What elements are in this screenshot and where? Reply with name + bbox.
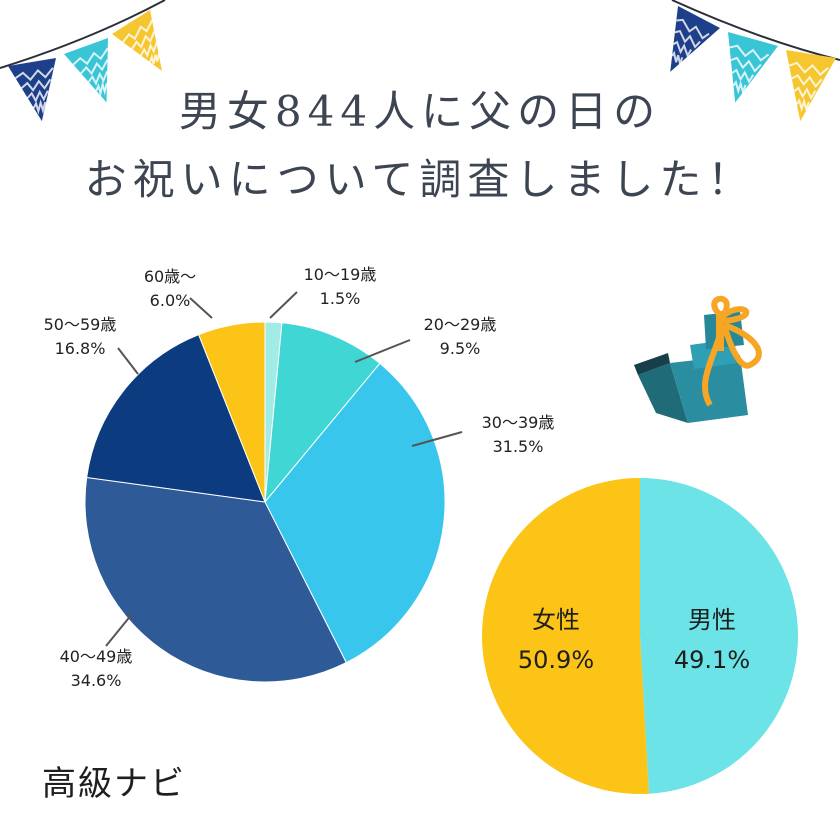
page-title-line-1: 男女844人に父の日の [178,87,662,136]
pie-slice-age-1 [264,322,381,504]
bunting-flag-icon [112,10,162,72]
slice-category-label: 30〜39歳 [482,413,555,432]
pie-slice-gender-1 [481,477,649,794]
slice-percent-label: 50.9% [518,646,594,674]
leader-line [354,339,411,363]
bunting-flag-icon [786,50,836,122]
leader-line [117,347,139,375]
pie-slice-gender-0 [640,478,798,794]
pie-slice-age-5 [198,321,266,503]
slice-category-label: 60歳〜 [144,267,196,286]
leader-line [189,297,213,319]
slice-percent-label: 6.0% [150,291,191,310]
bunting-flag-icon [670,6,720,72]
page-title-line-2: お祝いについて調査しました！ [84,155,756,204]
brand-logo-text: 高級ナビ [42,764,186,804]
bunting-flag-icon [64,38,109,103]
slice-category-label: 女性 [532,606,580,634]
slice-percent-label: 9.5% [440,339,481,358]
slice-category-label: 20〜29歳 [424,315,497,334]
slice-category-label: 男性 [688,606,736,634]
slice-percent-label: 16.8% [55,339,106,358]
slice-category-label: 40〜49歳 [60,647,133,666]
pie-slice-age-3 [84,476,347,683]
bunting-decoration [0,0,840,122]
pie-slice-age-2 [264,362,446,664]
slice-category-label: 50〜59歳 [44,315,117,334]
leader-line [411,431,463,447]
leader-line [269,291,298,319]
gender-pie-chart: 男性 49.1% 女性 50.9% [481,477,798,794]
slice-category-label: 10〜19歳 [304,265,377,284]
slice-percent-label: 49.1% [674,646,750,674]
age-pie-chart: 10〜19歳 1.5% 20〜29歳 9.5% 30〜39歳 31.5% 40〜49歳 34.… [44,265,555,690]
slice-percent-label: 34.6% [71,671,122,690]
slice-percent-label: 1.5% [320,289,361,308]
bunting-flag-icon [8,58,56,122]
gift-box-icon [634,295,762,423]
bunting-flag-icon [728,32,778,103]
pie-slice-age-4 [86,334,266,503]
leader-line [105,613,133,647]
slice-percent-label: 31.5% [493,437,544,456]
